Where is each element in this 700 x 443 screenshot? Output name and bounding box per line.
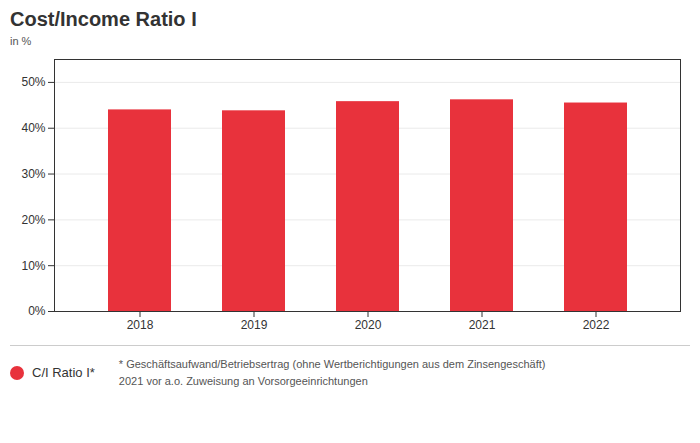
svg-text:2018: 2018 [127,318,154,332]
svg-text:10%: 10% [21,259,45,273]
svg-text:2021: 2021 [469,318,496,332]
html-text:2021 vor a.o. Zuweisung an Vor: 2021 vor a.o. Zuweisung an Vorsorgeeinri… [118,374,368,387]
svg-text:2022: 2022 [583,318,610,332]
svg-text:40%: 40% [21,121,45,135]
svg-text:30%: 30% [21,167,45,181]
svg-text:0%: 0% [28,304,46,318]
svg-text:50%: 50% [21,75,45,89]
html-text:Cost/Income Ratio I: Cost/Income Ratio I [10,8,197,30]
svg-text:2019: 2019 [241,318,268,332]
html-text:C/I Ratio I*: C/I Ratio I* [32,365,95,380]
html-text:* Geschäftsaufwand/Betriebsert: * Geschäftsaufwand/Betriebsertrag (ohne … [118,358,546,370]
html-text:in %: in % [10,35,32,47]
svg-text:2020: 2020 [355,318,382,332]
svg-text:20%: 20% [21,213,45,227]
